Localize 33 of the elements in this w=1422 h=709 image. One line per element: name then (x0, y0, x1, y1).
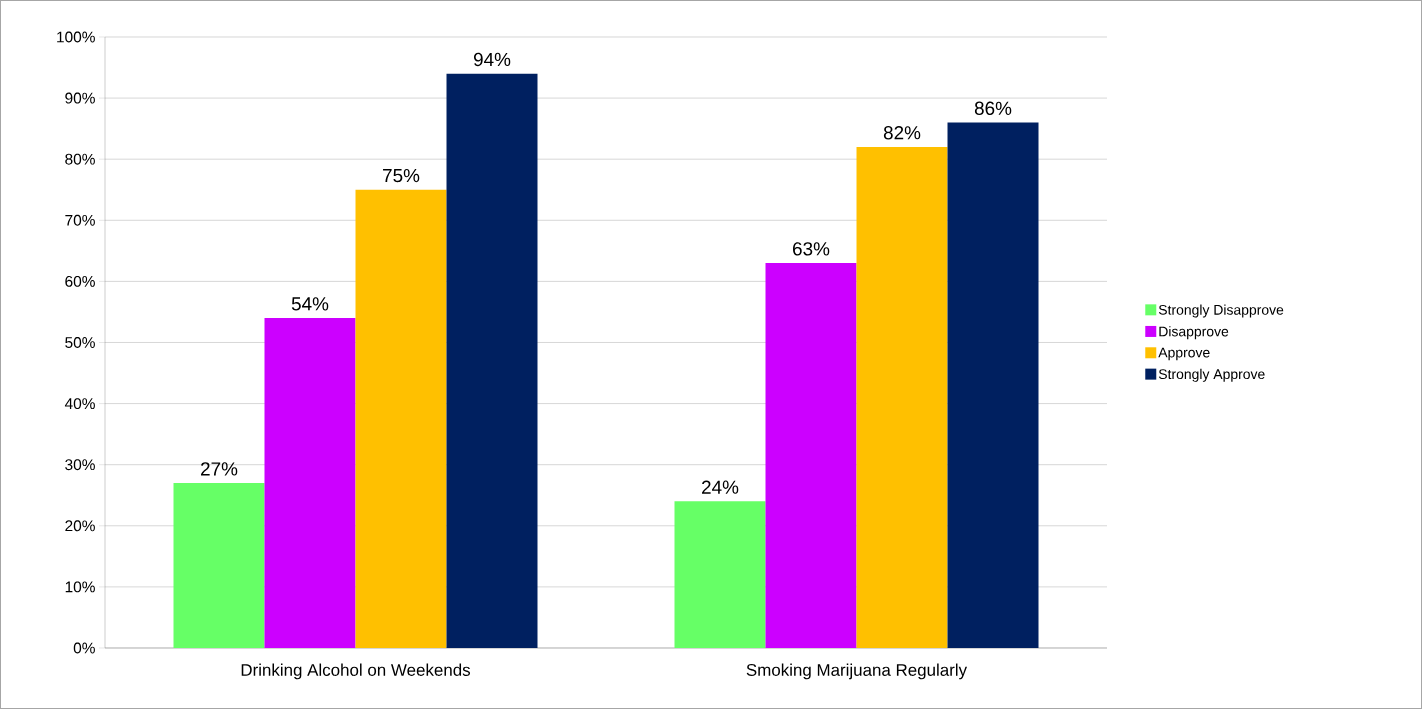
bar (173, 483, 265, 648)
y-tick-label: 0% (73, 642, 95, 654)
bar (947, 122, 1039, 648)
y-tick-label: 40% (64, 398, 95, 410)
y-tick-label: 90% (65, 92, 95, 104)
data-label: 24% (702, 480, 739, 494)
bar (856, 146, 948, 648)
legend-label: Approve (1158, 347, 1210, 361)
data-label: 54% (291, 297, 329, 311)
data-label: 82% (883, 126, 921, 140)
y-tick-label: 20% (65, 520, 95, 532)
y-tick-label: 80% (65, 153, 95, 165)
x-tick-label: Drinking Alcohol on Weekends (241, 663, 471, 680)
bar (446, 73, 538, 648)
data-label: 94% (473, 52, 511, 67)
data-label: 75% (383, 168, 420, 183)
data-label: 27% (201, 462, 238, 476)
y-tick-label: 30% (65, 459, 95, 471)
legend-label: Strongly Approve (1158, 368, 1265, 382)
y-tick-label: 100% (57, 31, 95, 43)
bar (765, 263, 857, 648)
data-label: 86% (974, 101, 1012, 116)
legend-label: Strongly Disapprove (1158, 304, 1284, 318)
x-tick-label: Smoking Marijuana Regularly (746, 663, 968, 680)
y-tick-label: 60% (65, 275, 95, 287)
legend-label: Disapprove (1159, 326, 1229, 340)
data-label: 63% (793, 242, 830, 256)
bar (264, 318, 356, 648)
bar (355, 189, 447, 648)
y-tick-label: 10% (65, 581, 95, 593)
y-tick-label: 50% (65, 337, 95, 348)
bar (674, 501, 766, 648)
y-tick-label: 70% (65, 214, 95, 226)
